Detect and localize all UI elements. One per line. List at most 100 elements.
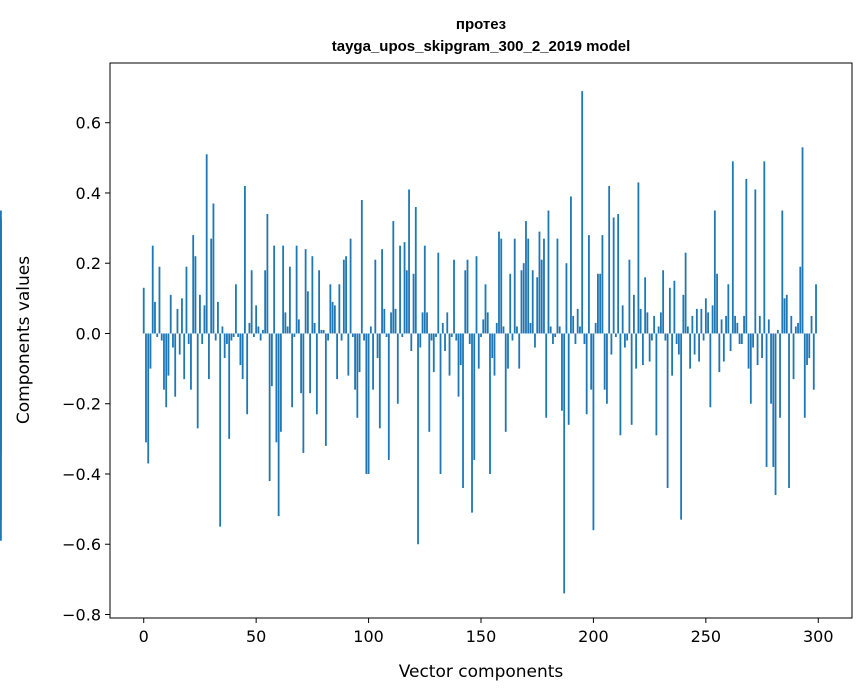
bar <box>360 199 363 334</box>
y-axis-label: Components values <box>14 256 34 424</box>
bar <box>572 315 575 334</box>
bar <box>282 245 285 334</box>
bar <box>468 333 471 345</box>
bar <box>509 273 512 334</box>
bar <box>713 210 716 334</box>
bar <box>583 333 586 345</box>
x-tick-label: 300 <box>803 627 834 646</box>
bar <box>273 245 276 334</box>
bar <box>156 333 159 337</box>
bar <box>199 294 201 334</box>
bar <box>810 315 813 334</box>
bar <box>529 322 532 334</box>
bar <box>543 238 545 334</box>
bar <box>426 312 428 334</box>
bar <box>345 256 347 334</box>
bar <box>797 322 799 334</box>
bar <box>682 294 685 334</box>
bar <box>599 273 602 334</box>
bar <box>621 305 624 334</box>
y-tick-label: 0.4 <box>76 184 101 203</box>
bar <box>235 284 237 334</box>
bar <box>815 284 817 334</box>
bar <box>653 315 656 334</box>
bar <box>475 256 478 334</box>
bar <box>369 326 372 334</box>
bar <box>178 333 181 355</box>
bar <box>500 238 503 334</box>
bar <box>588 235 590 334</box>
bar <box>295 245 298 334</box>
bar <box>158 266 161 334</box>
bar <box>486 312 489 334</box>
bar <box>803 333 806 418</box>
bar <box>477 333 480 369</box>
bar <box>570 196 572 334</box>
bar <box>230 333 233 341</box>
bar <box>507 333 509 369</box>
bar <box>450 333 453 337</box>
bar <box>659 312 662 334</box>
bar <box>428 333 431 432</box>
bar <box>666 333 669 489</box>
bar <box>554 333 557 337</box>
x-axis-ticks: 0 50 100 150 200 250 300 <box>139 618 834 646</box>
bar <box>378 333 381 429</box>
bar <box>201 333 204 345</box>
bar <box>513 238 516 334</box>
bar <box>322 329 325 334</box>
bar <box>293 333 296 337</box>
x-tick-label: 250 <box>691 627 722 646</box>
bar <box>376 333 379 359</box>
plot-frame <box>109 62 853 619</box>
bar <box>311 256 314 334</box>
bar <box>154 301 156 334</box>
y-tick-label: 0.2 <box>76 254 101 273</box>
bar <box>302 333 305 453</box>
bar <box>695 308 698 334</box>
bar <box>707 312 709 334</box>
bar <box>270 333 273 387</box>
bar <box>0 217 2 334</box>
bar <box>700 308 703 334</box>
bar <box>720 319 723 334</box>
bar <box>336 333 338 380</box>
bar <box>558 326 561 334</box>
bar <box>446 312 449 334</box>
bar <box>747 333 750 369</box>
bar <box>556 238 559 334</box>
bar <box>520 270 523 334</box>
bar <box>806 333 808 366</box>
bar <box>367 333 370 474</box>
bar <box>324 333 327 446</box>
bar <box>504 333 507 432</box>
bar <box>691 315 694 334</box>
bar <box>304 249 307 334</box>
bar <box>785 294 788 334</box>
bar <box>430 333 433 341</box>
bar <box>574 333 577 345</box>
bar <box>644 277 647 334</box>
bar <box>383 308 386 334</box>
bar <box>309 333 312 394</box>
y-tick-label: −0.4 <box>62 465 101 484</box>
bar <box>466 259 469 334</box>
bar <box>646 312 649 334</box>
bar <box>356 333 359 418</box>
bar <box>253 333 255 337</box>
bar <box>417 333 419 545</box>
bar <box>561 333 563 411</box>
bar <box>743 315 745 334</box>
bar <box>365 333 368 474</box>
bar <box>241 333 244 380</box>
bar <box>396 333 399 404</box>
bar <box>740 333 743 345</box>
bar <box>633 294 635 334</box>
bar <box>581 91 584 334</box>
bar <box>774 333 777 496</box>
bar <box>401 333 404 337</box>
y-tick-label: −0.6 <box>62 535 101 554</box>
bar <box>394 308 397 334</box>
bar <box>163 333 165 390</box>
